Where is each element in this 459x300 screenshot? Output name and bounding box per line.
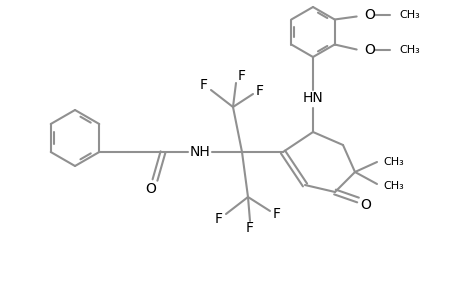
Text: F: F <box>200 78 207 92</box>
Text: NH: NH <box>189 145 210 159</box>
Text: O: O <box>364 43 374 56</box>
Text: F: F <box>237 69 246 83</box>
Text: CH₃: CH₃ <box>382 157 403 167</box>
Text: CH₃: CH₃ <box>399 44 420 55</box>
Text: CH₃: CH₃ <box>382 181 403 191</box>
Text: F: F <box>214 212 223 226</box>
Text: O: O <box>145 182 156 196</box>
Text: F: F <box>256 84 263 98</box>
Text: O: O <box>360 198 370 212</box>
Text: O: O <box>364 8 374 22</box>
Text: HN: HN <box>302 91 323 105</box>
Text: CH₃: CH₃ <box>399 10 420 20</box>
Text: -: - <box>384 183 388 193</box>
Text: F: F <box>272 207 280 221</box>
Text: F: F <box>246 221 253 235</box>
